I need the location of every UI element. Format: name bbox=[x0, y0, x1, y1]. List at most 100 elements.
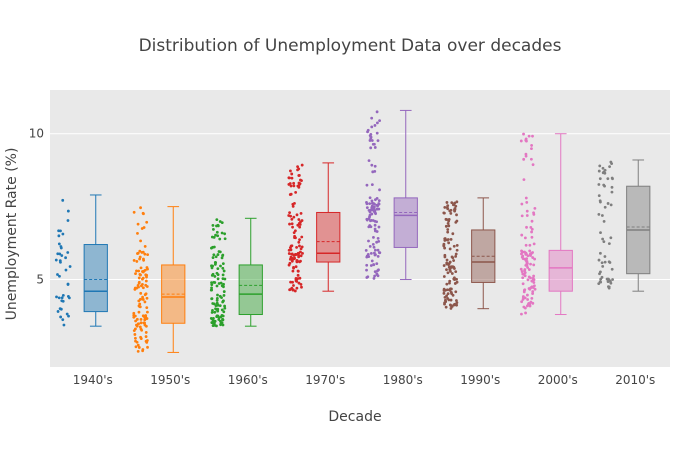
data-point bbox=[60, 254, 64, 257]
data-point bbox=[216, 309, 220, 313]
data-point bbox=[525, 200, 529, 204]
data-point bbox=[370, 212, 374, 216]
data-point bbox=[448, 267, 452, 271]
data-point bbox=[442, 291, 446, 295]
data-point bbox=[298, 238, 301, 242]
data-point bbox=[66, 209, 70, 213]
data-point bbox=[597, 169, 601, 173]
data-point bbox=[455, 280, 459, 284]
data-point bbox=[365, 276, 369, 279]
data-point bbox=[598, 164, 602, 168]
data-point bbox=[291, 269, 295, 273]
data-point bbox=[138, 257, 142, 261]
data-point bbox=[603, 171, 607, 175]
data-point bbox=[446, 222, 450, 225]
data-point bbox=[133, 333, 137, 336]
data-point bbox=[296, 165, 299, 169]
data-point bbox=[600, 275, 604, 279]
data-point bbox=[211, 302, 215, 305]
data-point bbox=[288, 176, 291, 180]
data-point bbox=[145, 266, 149, 269]
data-point bbox=[373, 270, 377, 274]
box-1940's bbox=[83, 194, 108, 327]
data-point bbox=[530, 235, 534, 239]
data-point bbox=[222, 310, 226, 314]
data-point bbox=[522, 132, 525, 136]
data-point bbox=[295, 279, 299, 283]
data-point bbox=[602, 219, 606, 223]
data-point bbox=[66, 282, 70, 286]
data-point bbox=[211, 321, 215, 325]
data-point bbox=[61, 198, 65, 202]
data-point bbox=[443, 246, 447, 250]
data-point bbox=[376, 248, 380, 252]
data-point bbox=[287, 252, 291, 255]
data-point bbox=[526, 266, 529, 269]
data-point bbox=[295, 253, 299, 256]
data-point bbox=[59, 229, 62, 233]
data-point bbox=[137, 322, 140, 326]
data-point bbox=[531, 134, 534, 138]
data-point bbox=[215, 315, 219, 318]
data-point bbox=[143, 317, 147, 321]
data-point bbox=[295, 213, 299, 217]
data-point bbox=[223, 237, 227, 241]
data-point bbox=[376, 204, 380, 208]
data-point bbox=[212, 235, 216, 239]
data-point bbox=[442, 287, 446, 291]
data-point bbox=[369, 251, 373, 255]
data-point bbox=[455, 213, 458, 217]
data-point bbox=[144, 279, 148, 283]
data-point bbox=[375, 110, 379, 114]
data-point bbox=[449, 208, 453, 212]
data-point bbox=[297, 254, 301, 258]
data-point bbox=[529, 252, 533, 256]
data-point bbox=[139, 239, 142, 243]
data-point bbox=[373, 124, 377, 127]
data-point bbox=[532, 281, 536, 284]
data-point bbox=[218, 304, 222, 308]
data-point bbox=[373, 170, 377, 173]
data-point bbox=[375, 272, 379, 276]
data-point bbox=[370, 125, 374, 129]
data-point bbox=[526, 298, 530, 301]
data-point bbox=[610, 176, 614, 180]
data-point bbox=[445, 268, 448, 272]
data-point bbox=[60, 299, 64, 303]
data-point bbox=[533, 287, 537, 291]
data-point bbox=[68, 265, 72, 268]
data-point bbox=[376, 236, 380, 240]
data-point bbox=[524, 196, 528, 200]
data-point bbox=[521, 272, 525, 276]
data-point bbox=[610, 190, 614, 194]
data-point bbox=[146, 310, 149, 314]
data-point bbox=[448, 260, 452, 264]
data-point bbox=[365, 206, 369, 210]
data-point bbox=[525, 261, 529, 265]
data-point bbox=[521, 298, 525, 301]
y-axis-label: Unemployment Rate (%) bbox=[4, 148, 20, 321]
data-point bbox=[610, 185, 614, 189]
data-point bbox=[451, 203, 455, 207]
box-plots bbox=[83, 109, 651, 353]
data-point bbox=[140, 277, 144, 281]
data-point bbox=[294, 229, 297, 233]
y-tick-label: 5 bbox=[36, 273, 44, 287]
data-point bbox=[524, 264, 528, 267]
data-point bbox=[370, 163, 374, 167]
data-point bbox=[143, 244, 147, 248]
data-point bbox=[141, 298, 145, 301]
data-point bbox=[376, 274, 380, 278]
data-points bbox=[54, 110, 614, 353]
data-point bbox=[449, 287, 452, 291]
data-point bbox=[144, 314, 148, 317]
data-point bbox=[288, 222, 291, 226]
data-point bbox=[530, 144, 534, 147]
box-2010's bbox=[626, 159, 651, 292]
data-point bbox=[211, 308, 214, 312]
data-point bbox=[132, 259, 136, 262]
data-point bbox=[299, 282, 303, 286]
data-point bbox=[139, 317, 143, 321]
data-point bbox=[372, 210, 376, 213]
